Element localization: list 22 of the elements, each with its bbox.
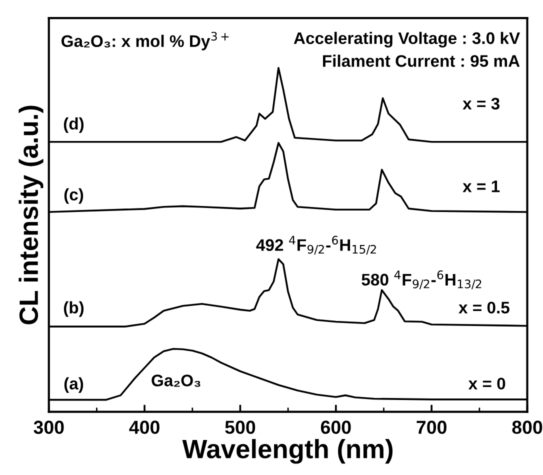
x-tick-label: 500	[225, 420, 256, 434]
text: Filament Current : 95 mA	[323, 54, 520, 67]
x-tick-label: 300	[34, 420, 64, 434]
text: Ga₂O₃: x mol % Dy$^{3+}$	[62, 32, 229, 50]
annotation: (c)	[64, 188, 84, 204]
text: Accelerating Voltage : 3.0 kV	[294, 32, 520, 48]
x-tick-label: 800	[512, 420, 542, 434]
x-axis-title: Wavelength (nm)	[182, 439, 393, 464]
annotation: (a)	[64, 377, 84, 393]
annotation: x = 0.5	[458, 302, 510, 314]
x-tick-label: 400	[129, 420, 160, 434]
annotation: (d)	[64, 117, 84, 133]
y-axis-title: CL intensity (a.u.)	[18, 106, 44, 324]
x-tick-label: 700	[416, 420, 446, 434]
annotation: (b)	[64, 301, 84, 317]
annotation: x = 3	[462, 98, 500, 110]
x-tick-label: 600	[320, 420, 351, 434]
annotation: 580 $^{4}$F$_{9/2}$-$^{6}$H$_{13/2}$	[362, 270, 482, 290]
annotation: x = 0	[468, 378, 506, 390]
annotation: 492 $^{4}$F$_{9/2}$-$^{6}$H$_{15/2}$	[256, 236, 376, 255]
annotation: x = 1	[462, 180, 500, 192]
annotation: Ga₂O₃	[152, 374, 200, 387]
